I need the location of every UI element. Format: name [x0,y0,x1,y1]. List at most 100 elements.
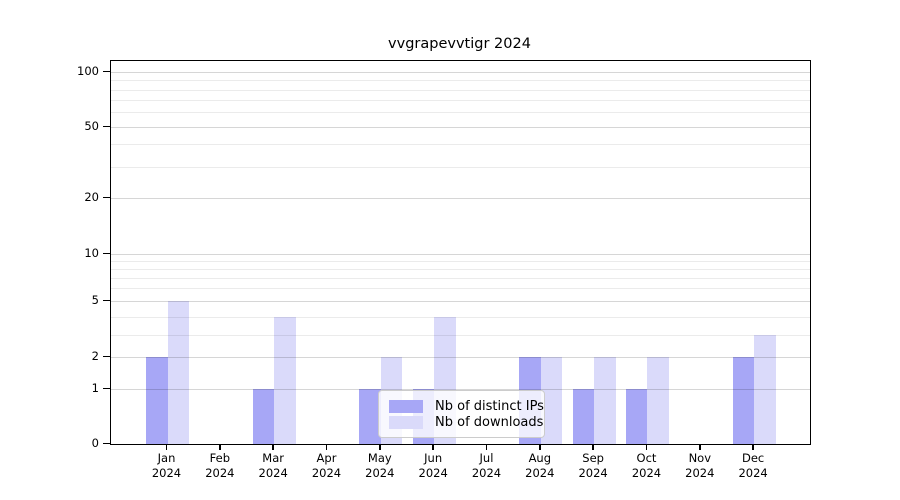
x-axis-tick [165,445,168,450]
y-axis-tick [103,125,110,127]
x-label-year: 2024 [418,466,448,480]
bar-distinct-ips [572,389,595,444]
gridline-major [111,301,810,302]
x-axis-label: Dec 2024 [723,451,783,481]
gridline-minor [111,278,810,279]
legend-label-downloads: Nb of downloads [435,414,544,430]
x-label-year: 2024 [258,466,288,480]
x-axis-label: Oct 2024 [616,451,676,481]
chart-title: vvgrapevvtigr 2024 [388,36,531,52]
x-axis-label: Jun 2024 [403,451,463,481]
x-axis-tick [379,445,381,450]
legend: Nb of distinct IPs Nb of downloads [378,390,545,438]
x-label-month: Apr [316,451,337,465]
x-axis-tick [325,445,328,450]
gridline-minor [111,335,810,336]
x-label-year: 2024 [578,466,608,480]
gridline-major [111,254,810,255]
bar-downloads [274,317,296,444]
x-axis-tick [699,445,701,450]
y-axis-tick [103,70,110,72]
y-axis-label: 5 [91,293,99,307]
gridline-minor [111,269,810,270]
x-axis-label: Apr 2024 [296,451,356,481]
x-axis-label: Aug 2024 [510,451,570,481]
legend-swatch-downloads [389,415,423,429]
x-label-year: 2024 [738,466,768,480]
y-axis-tick [103,387,110,389]
x-label-month: Jun [424,451,443,465]
gridline-major [111,72,810,73]
x-axis-tick [752,445,754,450]
gridline-minor [111,100,810,101]
gridline-minor [111,112,810,113]
x-axis-tick [432,445,434,450]
gridline-major [111,198,810,199]
x-axis-label: Jan 2024 [137,451,197,481]
bar-distinct-ips [625,389,648,444]
bar-downloads [594,357,616,444]
x-label-year: 2024 [311,466,342,480]
y-axis-label: 0 [91,436,99,450]
x-label-month: Oct [636,451,657,465]
x-axis-tick [592,445,594,450]
gridline-minor [111,80,810,81]
x-axis-tick [219,445,221,450]
bar-distinct-ips [732,357,755,444]
x-label-year: 2024 [151,466,182,480]
bar-downloads [754,335,776,444]
y-axis-tick [103,299,110,301]
legend-item-downloads: Nb of downloads [389,414,543,430]
x-label-year: 2024 [631,466,662,480]
bar-downloads [540,357,563,444]
x-label-month: May [367,451,392,465]
x-axis-label: Sep 2024 [563,451,623,481]
y-axis-label: 2 [91,349,99,363]
bar-distinct-ips [252,389,275,444]
x-label-month: Nov [688,451,712,465]
x-label-year: 2024 [365,466,395,480]
gridline-minor [111,144,810,145]
gridline-minor [111,167,810,168]
gridline-minor [111,317,810,318]
x-axis-tick [272,445,274,450]
y-axis-tick [103,442,110,444]
x-label-month: Dec [741,451,765,465]
y-axis-label: 50 [84,119,99,133]
x-label-year: 2024 [471,466,502,480]
x-axis-label: Nov 2024 [670,451,730,481]
legend-swatch-distinct-ips [389,399,423,413]
bar-distinct-ips [359,389,381,444]
x-label-year: 2024 [525,466,555,480]
gridline-minor [111,288,810,289]
legend-item-distinct-ips: Nb of distinct IPs [389,398,544,414]
x-label-month: Jul [479,451,494,465]
x-axis-label: Jul 2024 [456,451,516,481]
y-axis-tick [103,355,110,357]
x-label-month: Mar [262,451,284,465]
x-axis-label: May 2024 [350,451,410,481]
x-label-month: Jan [157,451,176,465]
x-axis-tick [539,445,541,450]
x-axis-label: Feb 2024 [190,451,250,481]
gridline-major [111,357,810,358]
x-label-year: 2024 [685,466,715,480]
x-label-month: Feb [209,451,231,465]
legend-label-distinct-ips: Nb of distinct IPs [435,398,544,414]
x-axis-tick [485,445,488,450]
x-label-year: 2024 [205,466,235,480]
y-axis-label: 100 [77,64,99,78]
bar-downloads [647,357,669,444]
y-axis-label: 1 [91,381,99,395]
bar-downloads [167,301,189,444]
x-label-month: Aug [528,451,552,465]
x-axis-label: Mar 2024 [243,451,303,481]
gridline-minor [111,90,810,91]
y-axis-tick [103,252,110,254]
y-axis-label: 20 [84,190,99,204]
x-axis-tick [645,445,648,450]
y-axis-tick [103,196,110,198]
plot-area [110,60,811,445]
bar-distinct-ips [146,357,168,444]
